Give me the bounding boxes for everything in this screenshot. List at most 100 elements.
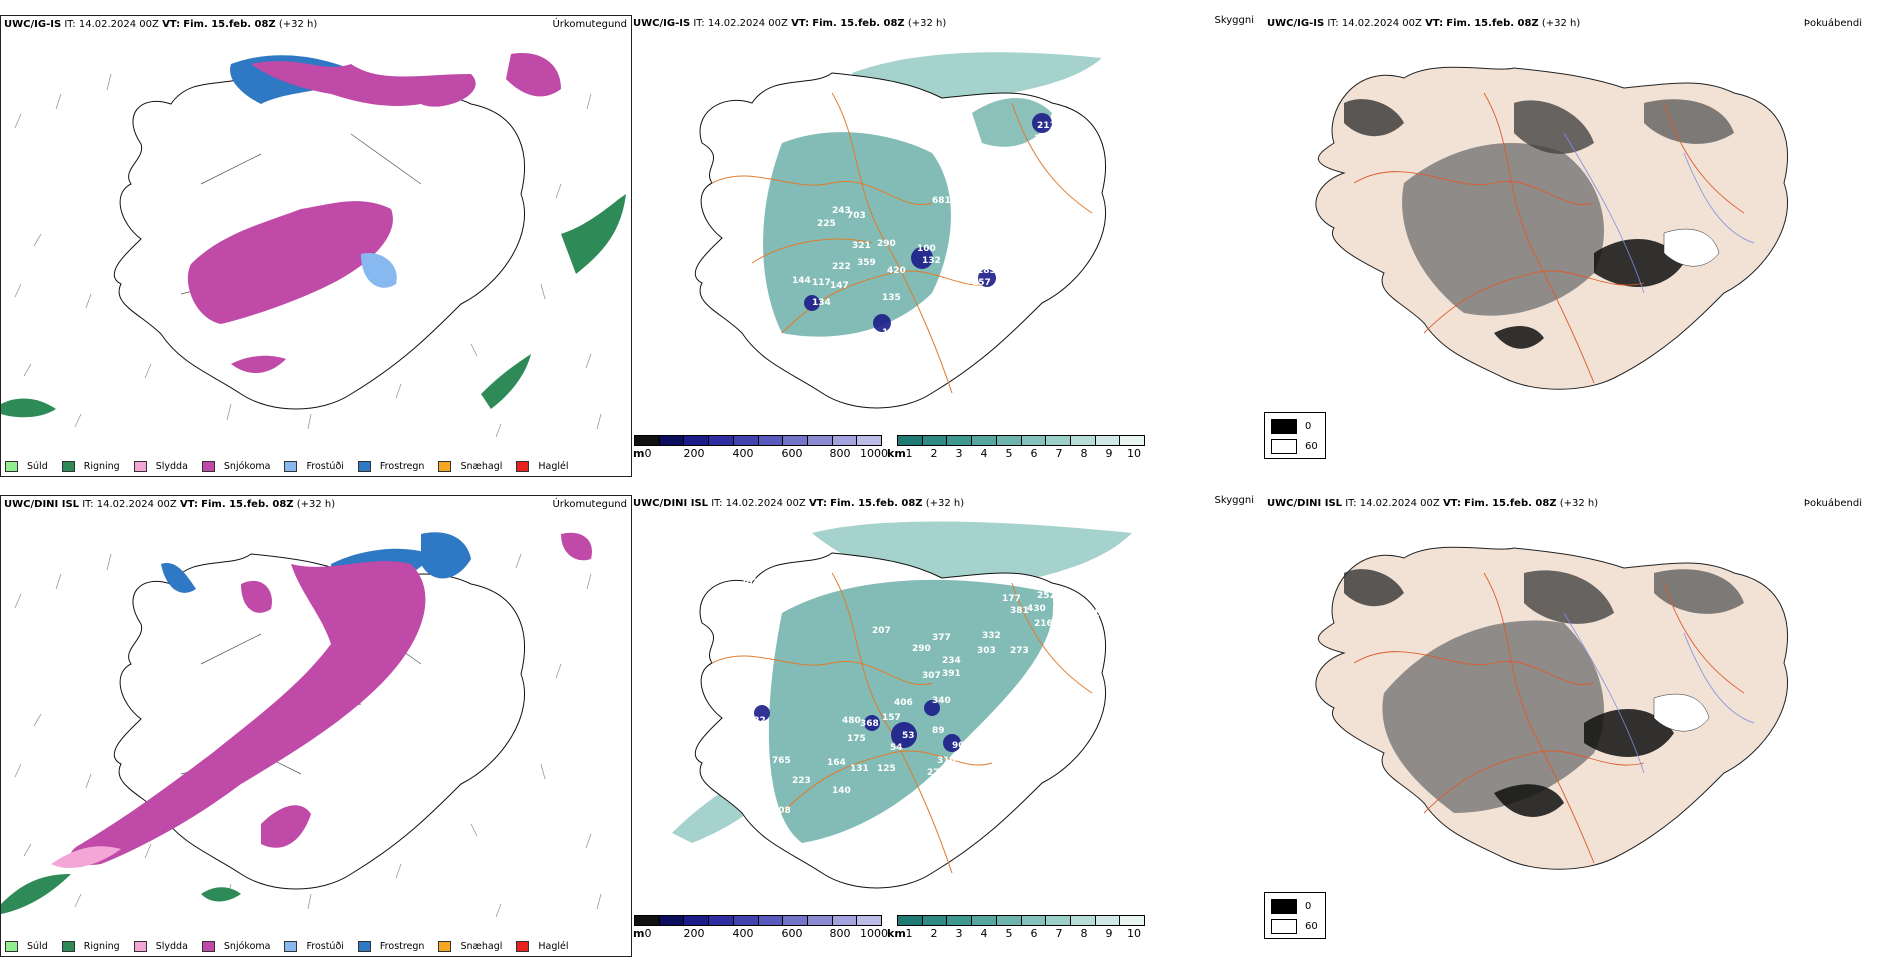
svg-text:314: 314 (962, 201, 981, 211)
svg-text:54: 54 (890, 743, 903, 753)
svg-text:202: 202 (740, 578, 759, 588)
svg-text:175: 175 (847, 734, 866, 744)
svg-text:273: 273 (1010, 646, 1029, 656)
panel-title: Þokuábendi (1803, 498, 1862, 509)
svg-text:190: 190 (1072, 621, 1091, 631)
panel-header: UWC/DINI ISL IT: 14.02.2024 00Z VT: Fim.… (1267, 498, 1599, 509)
precip-type-panel-2: UWC/DINI ISL IT: 14.02.2024 00Z VT: Fim.… (0, 495, 632, 957)
svg-text:391: 391 (942, 669, 961, 679)
precip-map (1, 53, 626, 438)
fog-legend-item: 60 (1271, 439, 1318, 454)
legend-item-frostudi: Frostúði (284, 941, 344, 952)
svg-text:132: 132 (882, 328, 901, 338)
svg-text:290: 290 (877, 239, 896, 249)
svg-text:177: 177 (1002, 594, 1021, 604)
svg-text:157: 157 (972, 278, 991, 288)
svg-text:211: 211 (1037, 121, 1056, 131)
svg-text:90: 90 (952, 741, 965, 751)
fog-legend-item: 0 (1271, 419, 1311, 434)
svg-text:207: 207 (872, 626, 891, 636)
fog-legend-item: 60 (1271, 919, 1318, 934)
fog-legend: 0 60 (1264, 892, 1326, 939)
legend-item-snaehagl: Snæhagl (438, 461, 502, 472)
svg-text:377: 377 (932, 633, 951, 643)
svg-text:430: 430 (1027, 604, 1046, 614)
svg-text:113: 113 (952, 241, 971, 251)
svg-text:765: 765 (772, 756, 791, 766)
svg-text:109: 109 (857, 356, 876, 366)
svg-text:20: 20 (954, 764, 967, 774)
svg-text:332: 332 (982, 631, 1001, 641)
fog-map (1315, 546, 1789, 870)
panel-title: Þokuábendi (1803, 18, 1862, 29)
panel-header: UWC/IG-IS IT: 14.02.2024 00Z VT: Fim. 15… (1267, 18, 1581, 29)
svg-text:97: 97 (752, 291, 765, 301)
panel-header: UWC/IG-IS IT: 14.02.2024 00Z VT: Fim. 15… (4, 19, 318, 30)
svg-text:558: 558 (1052, 606, 1071, 616)
fog-map (1315, 66, 1789, 390)
svg-text:223: 223 (792, 776, 811, 786)
svg-text:144: 144 (792, 276, 811, 286)
svg-text:227: 227 (752, 331, 771, 341)
svg-text:216: 216 (1034, 619, 1053, 629)
svg-text:117: 117 (812, 278, 831, 288)
svg-text:160: 160 (982, 251, 1001, 261)
svg-text:185: 185 (977, 266, 996, 276)
precip-legend: Súld Rigning Slydda Snjókoma Frostúði Fr… (5, 941, 583, 952)
svg-text:225: 225 (817, 219, 836, 229)
svg-text:540: 540 (1072, 578, 1091, 588)
svg-text:703: 703 (847, 211, 866, 221)
svg-text:270: 270 (927, 768, 946, 778)
legend-item-slydda: Slydda (133, 461, 188, 472)
panel-header: UWC/IG-IS IT: 14.02.2024 00Z VT: Fim. 15… (633, 18, 947, 29)
svg-text:292: 292 (1012, 211, 1031, 221)
precip-legend: Súld Rigning Slydda Snjókoma Frostúði Fr… (5, 461, 583, 472)
svg-text:681: 681 (932, 196, 951, 206)
cloud-map: 211 176 243 703 225 681 314 292 321 290 … (694, 52, 1107, 409)
svg-text:321: 321 (852, 241, 871, 251)
visibility-colorbar: km 1 2 3 4 5 6 7 8 9 10 (887, 435, 1145, 461)
svg-text:132: 132 (922, 256, 941, 266)
fog-legend-item: 0 (1271, 899, 1311, 914)
legend-item-snaehagl: Snæhagl (438, 941, 502, 952)
svg-text:89: 89 (932, 726, 945, 736)
legend-item-sudl: Súld (5, 461, 48, 472)
svg-text:147: 147 (830, 281, 849, 291)
svg-text:307: 307 (922, 671, 941, 681)
svg-text:303: 303 (977, 646, 996, 656)
svg-text:243: 243 (832, 206, 851, 216)
legend-item-haglel: Haglél (516, 461, 569, 472)
svg-text:406: 406 (894, 698, 913, 708)
cloud-visibility-panel-1: UWC/IG-IS IT: 14.02.2024 00Z VT: Fim. 15… (632, 15, 1264, 460)
cloud-map: 202 540 252 177 381 430 558 232 113 216 … (672, 521, 1132, 889)
svg-text:164: 164 (827, 758, 846, 768)
legend-item-haglel: Haglél (516, 941, 569, 952)
legend-item-snjokoma: Snjókoma (201, 941, 270, 952)
fog-legend: 0 60 (1264, 412, 1326, 459)
legend-item-frostregn: Frostregn (357, 941, 424, 952)
svg-text:420: 420 (887, 266, 906, 276)
svg-text:134: 134 (812, 298, 831, 308)
legend-item-frostudi: Frostúði (284, 461, 344, 472)
visibility-colorbar: km 1 2 3 4 5 6 7 8 9 10 (887, 915, 1145, 941)
panel-header: UWC/DINI ISL IT: 14.02.2024 00Z VT: Fim.… (4, 499, 336, 510)
svg-text:340: 340 (932, 696, 951, 706)
legend-item-snjokoma: Snjókoma (201, 461, 270, 472)
panel-header: UWC/DINI ISL IT: 14.02.2024 00Z VT: Fim.… (633, 498, 965, 509)
svg-text:232: 232 (1070, 604, 1089, 614)
svg-text:290: 290 (912, 644, 931, 654)
svg-text:131: 131 (850, 764, 869, 774)
legend-item-frostregn: Frostregn (357, 461, 424, 472)
fog-index-panel-2: UWC/DINI ISL IT: 14.02.2024 00Z VT: Fim.… (1264, 495, 1900, 940)
panel-title: Skyggni (1214, 15, 1254, 26)
height-colorbar: m 0 200 400 600 800 1000 (633, 435, 888, 461)
svg-text:140: 140 (832, 786, 851, 796)
svg-text:176: 176 (1034, 134, 1053, 144)
svg-text:310: 310 (937, 756, 956, 766)
svg-text:234: 234 (942, 656, 961, 666)
svg-text:113: 113 (1087, 609, 1106, 619)
cloud-visibility-panel-2: UWC/DINI ISL IT: 14.02.2024 00Z VT: Fim.… (632, 495, 1264, 940)
svg-text:368: 368 (860, 719, 879, 729)
svg-text:108: 108 (772, 806, 791, 816)
panel-title: Skyggni (1214, 495, 1254, 506)
